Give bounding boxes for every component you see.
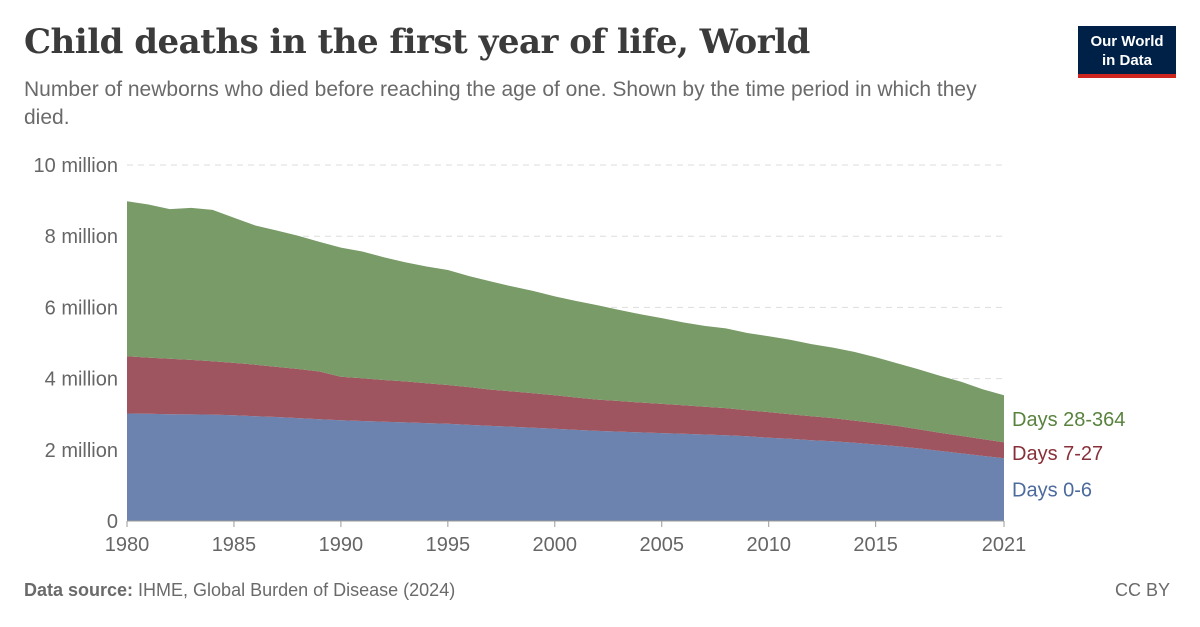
series-label-days-28-364: Days 28-364 bbox=[1012, 409, 1125, 431]
x-tick-label: 2010 bbox=[746, 534, 791, 556]
y-tick-label: 0 bbox=[107, 511, 118, 533]
logo-line-1: Our World bbox=[1090, 33, 1164, 50]
owid-logo[interactable]: Our World in Data bbox=[1078, 26, 1176, 78]
x-tick-label: 2000 bbox=[533, 534, 578, 556]
x-tick-label: 1995 bbox=[426, 534, 471, 556]
area-days-7-27[interactable] bbox=[127, 356, 1004, 459]
chart-title: Child deaths in the first year of life, … bbox=[24, 22, 810, 62]
logo-line-2: in Data bbox=[1101, 52, 1152, 69]
y-tick-label: 4 million bbox=[45, 369, 118, 391]
x-tick-label: 1990 bbox=[319, 534, 364, 556]
data-source-text: IHME, Global Burden of Disease (2024) bbox=[133, 580, 456, 600]
x-tick-label: 1980 bbox=[105, 534, 150, 556]
area-days-28-364[interactable] bbox=[127, 201, 1004, 443]
series-label-days-0-6: Days 0-6 bbox=[1012, 480, 1092, 502]
y-tick-label: 8 million bbox=[45, 226, 118, 248]
chart-subtitle: Number of newborns who died before reach… bbox=[24, 78, 977, 129]
area-days-0-6[interactable] bbox=[127, 413, 1004, 522]
x-tick-label: 2005 bbox=[640, 534, 685, 556]
area-series bbox=[127, 201, 1004, 521]
x-tick-label: 2021 bbox=[982, 534, 1027, 556]
data-source-label: Data source: bbox=[24, 580, 134, 600]
y-tick-label: 2 million bbox=[45, 440, 118, 462]
license-link[interactable]: CC BY bbox=[1114, 580, 1170, 600]
x-tick-label: 1985 bbox=[212, 534, 257, 556]
y-tick-label: 6 million bbox=[45, 297, 118, 319]
series-label-days-7-27: Days 7-27 bbox=[1012, 443, 1103, 465]
series-labels: Days 0-6 Days 7-27 Days 28-364 bbox=[1012, 409, 1125, 502]
axes: 0 2 million 4 million 6 million 8 million 10 … bbox=[34, 155, 1027, 556]
x-tick-label: 2015 bbox=[853, 534, 898, 556]
data-source: Data source: IHME, Global Burden of Dise… bbox=[24, 580, 455, 601]
y-tick-label: 10 million bbox=[34, 155, 118, 177]
